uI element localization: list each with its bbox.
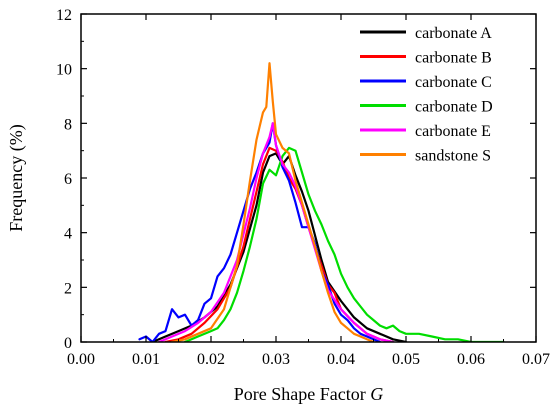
y-tick-label: 0 bbox=[64, 335, 72, 352]
x-axis-ticks: 0.00 0.01 0.02 0.03 0.04 0.05 0.06 0.07 bbox=[67, 14, 550, 368]
x-axis-title: Pore Shape Factor G bbox=[234, 384, 383, 404]
y-axis-title: Frequency (%) bbox=[6, 124, 27, 231]
legend-label: sandstone S bbox=[415, 148, 491, 165]
x-tick-label: 0.02 bbox=[197, 351, 225, 368]
x-axis-title-text: Pore Shape Factor bbox=[234, 384, 366, 404]
series-layer bbox=[138, 62, 505, 342]
y-tick-label: 4 bbox=[64, 226, 72, 243]
x-tick-label: 0.03 bbox=[262, 351, 290, 368]
x-tick-label: 0.05 bbox=[392, 351, 420, 368]
y-tick-label: 12 bbox=[56, 7, 72, 24]
x-tick-label: 0.06 bbox=[457, 351, 485, 368]
legend-label: carbonate E bbox=[415, 123, 491, 140]
y-tick-label: 8 bbox=[64, 116, 72, 133]
series-line-carbonate-e bbox=[157, 122, 395, 342]
x-tick-label: 0.00 bbox=[67, 351, 95, 368]
y-tick-label: 2 bbox=[64, 280, 72, 297]
legend-label: carbonate B bbox=[415, 50, 492, 67]
legend: carbonate A carbonate B carbonate C carbona… bbox=[360, 25, 493, 165]
x-axis-title-variable: G bbox=[370, 384, 383, 404]
y-tick-label: 10 bbox=[56, 62, 72, 79]
legend-label: carbonate C bbox=[415, 74, 492, 91]
series-line-carbonate-a bbox=[151, 152, 408, 342]
series-line-carbonate-d bbox=[183, 146, 505, 342]
y-tick-label: 6 bbox=[64, 171, 72, 188]
series-line-sandstone-s bbox=[170, 62, 375, 342]
legend-label: carbonate D bbox=[415, 99, 493, 116]
y-axis-ticks: 0 2 4 6 8 10 12 bbox=[56, 7, 536, 352]
legend-label: carbonate A bbox=[415, 25, 492, 42]
series-line-carbonate-b bbox=[164, 146, 395, 342]
x-tick-label: 0.07 bbox=[522, 351, 550, 368]
x-tick-label: 0.01 bbox=[132, 351, 160, 368]
series-line-carbonate-c bbox=[138, 122, 382, 342]
x-tick-label: 0.04 bbox=[327, 351, 355, 368]
